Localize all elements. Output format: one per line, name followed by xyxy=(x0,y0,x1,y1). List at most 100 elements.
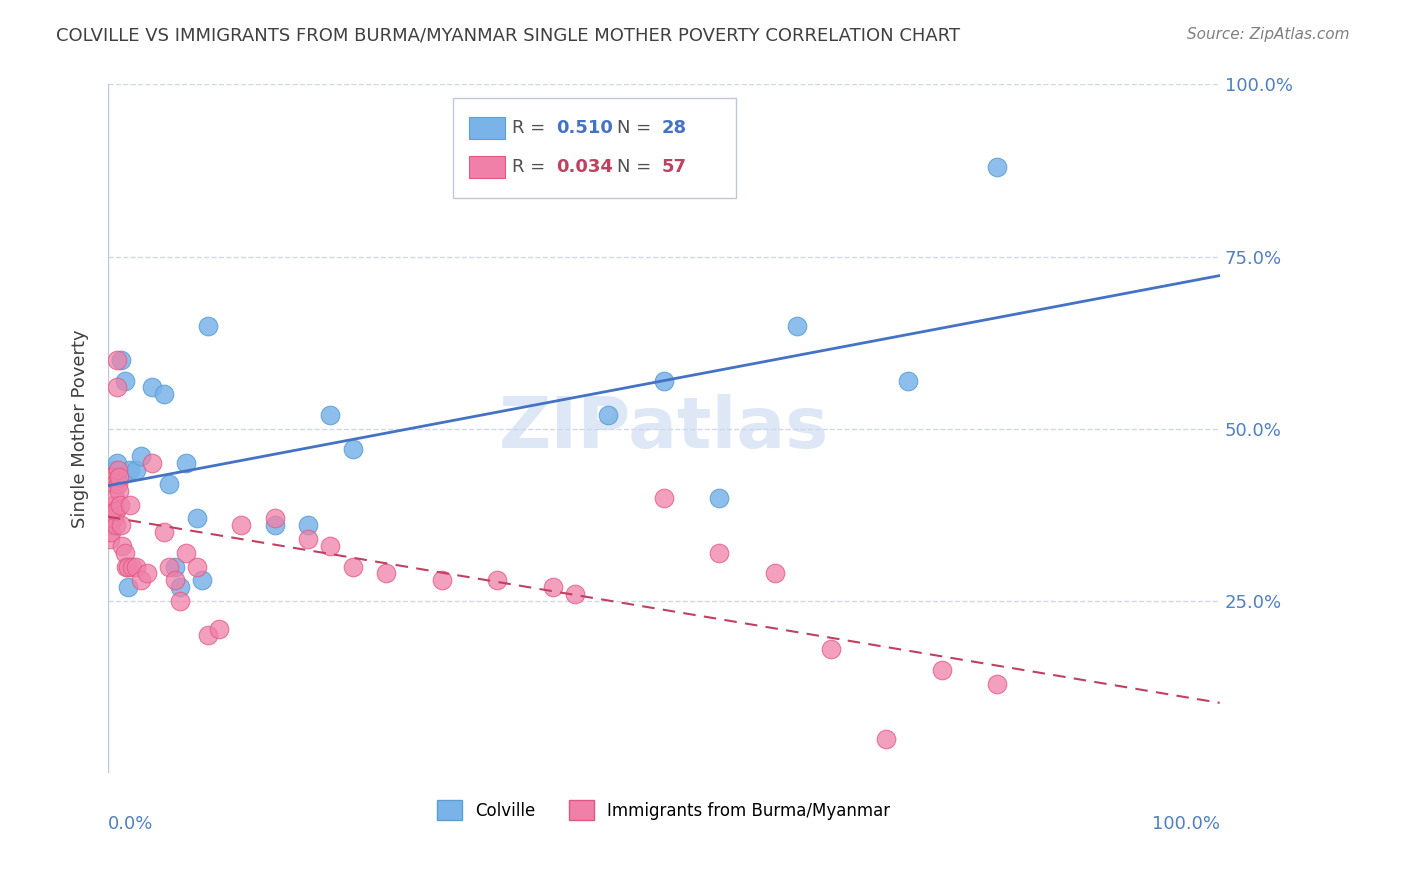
Point xyxy=(98,518,121,533)
Point xyxy=(186,559,208,574)
Point xyxy=(174,456,197,470)
Text: ZIPatlas: ZIPatlas xyxy=(499,394,830,463)
Text: R =: R = xyxy=(512,119,551,136)
Point xyxy=(108,470,131,484)
Point xyxy=(152,525,174,540)
Legend: Colville, Immigrants from Burma/Myanmar: Colville, Immigrants from Burma/Myanmar xyxy=(430,793,897,827)
Point xyxy=(98,504,121,518)
Point xyxy=(108,483,131,498)
Point xyxy=(107,463,129,477)
Point xyxy=(169,594,191,608)
Point xyxy=(117,559,139,574)
Point xyxy=(652,491,675,505)
Point xyxy=(763,566,786,581)
Point xyxy=(98,470,121,484)
Point xyxy=(103,511,125,525)
Point xyxy=(564,587,586,601)
Point xyxy=(105,380,128,394)
Text: 57: 57 xyxy=(662,158,686,176)
Point xyxy=(598,408,620,422)
Text: N =: N = xyxy=(617,158,657,176)
Point xyxy=(174,546,197,560)
Point xyxy=(986,676,1008,690)
Point xyxy=(104,504,127,518)
Point xyxy=(120,463,142,477)
FancyBboxPatch shape xyxy=(470,117,505,139)
Point xyxy=(342,442,364,457)
Point xyxy=(117,580,139,594)
Point xyxy=(374,566,396,581)
Point xyxy=(157,477,180,491)
Point xyxy=(104,518,127,533)
Point xyxy=(319,539,342,553)
Point xyxy=(101,470,124,484)
Point xyxy=(786,318,808,333)
Point xyxy=(820,642,842,657)
Point xyxy=(231,518,253,533)
Point xyxy=(986,160,1008,174)
Text: 0.0%: 0.0% xyxy=(108,814,153,832)
Text: 0.034: 0.034 xyxy=(555,158,613,176)
Point xyxy=(105,456,128,470)
Point xyxy=(197,318,219,333)
Point xyxy=(141,456,163,470)
Point xyxy=(169,580,191,594)
Point xyxy=(104,477,127,491)
Point xyxy=(114,559,136,574)
Point xyxy=(186,511,208,525)
FancyBboxPatch shape xyxy=(470,156,505,178)
Point xyxy=(111,539,134,553)
Text: Source: ZipAtlas.com: Source: ZipAtlas.com xyxy=(1187,27,1350,42)
Point xyxy=(197,628,219,642)
Point xyxy=(541,580,564,594)
Point xyxy=(103,463,125,477)
Point xyxy=(114,546,136,560)
Point xyxy=(263,511,285,525)
Point xyxy=(110,518,132,533)
Point xyxy=(263,518,285,533)
Point xyxy=(110,353,132,368)
Point xyxy=(297,518,319,533)
Point xyxy=(98,532,121,546)
Point xyxy=(100,525,122,540)
Text: 0.510: 0.510 xyxy=(555,119,613,136)
Point xyxy=(141,380,163,394)
Point xyxy=(114,374,136,388)
Point xyxy=(152,387,174,401)
Point xyxy=(107,477,129,491)
Point xyxy=(100,504,122,518)
Point xyxy=(157,559,180,574)
Point xyxy=(208,622,231,636)
Point xyxy=(105,353,128,368)
Point xyxy=(875,731,897,746)
Point xyxy=(103,498,125,512)
Point xyxy=(931,663,953,677)
Point xyxy=(163,574,186,588)
Point xyxy=(98,470,121,484)
Point xyxy=(342,559,364,574)
Point xyxy=(121,559,143,574)
Point xyxy=(486,574,509,588)
Point xyxy=(125,463,148,477)
Point xyxy=(709,546,731,560)
FancyBboxPatch shape xyxy=(453,98,737,198)
Point xyxy=(297,532,319,546)
Point xyxy=(131,450,153,464)
Point xyxy=(709,491,731,505)
Point xyxy=(125,559,148,574)
Text: 100.0%: 100.0% xyxy=(1152,814,1220,832)
Point xyxy=(319,408,342,422)
Text: R =: R = xyxy=(512,158,551,176)
Point xyxy=(897,374,920,388)
Point xyxy=(131,574,153,588)
Point xyxy=(110,498,132,512)
Point xyxy=(135,566,157,581)
Text: 28: 28 xyxy=(662,119,686,136)
Point xyxy=(430,574,453,588)
Point xyxy=(191,574,214,588)
Text: COLVILLE VS IMMIGRANTS FROM BURMA/MYANMAR SINGLE MOTHER POVERTY CORRELATION CHAR: COLVILLE VS IMMIGRANTS FROM BURMA/MYANMA… xyxy=(56,27,960,45)
Point xyxy=(120,498,142,512)
Point xyxy=(104,491,127,505)
Point xyxy=(101,511,124,525)
Point xyxy=(652,374,675,388)
